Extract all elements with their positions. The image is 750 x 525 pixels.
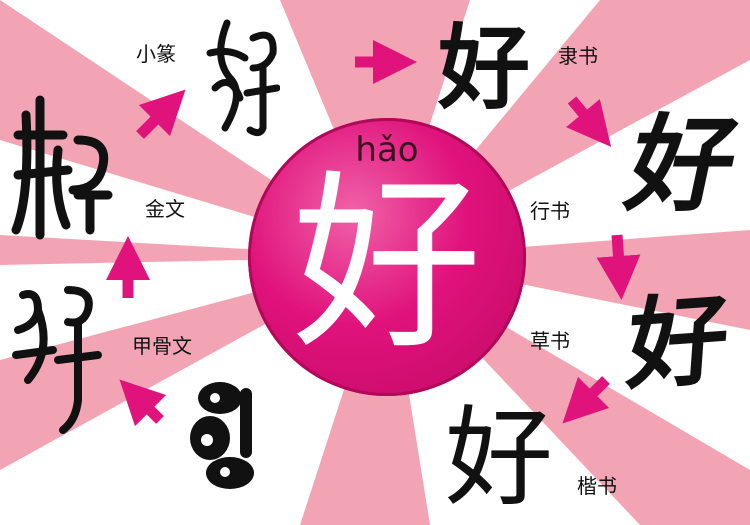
center-pinyin: hǎo — [355, 130, 419, 170]
label-jinwen: 金文 — [145, 197, 185, 221]
arrow-lishu-to-xingshu — [566, 96, 612, 147]
lishu-character: 好 — [438, 14, 531, 122]
caoshu-character: 好 — [623, 279, 733, 405]
label-jiaguwen: 甲骨文 — [132, 334, 192, 358]
label-caoshu: 草书 — [530, 329, 570, 353]
center-character: 好 — [291, 154, 482, 375]
arrow-xingshu-to-caoshu — [596, 234, 641, 300]
jinwen-glyph-art — [11, 95, 113, 240]
label-xiaozhuan: 小篆 — [136, 42, 176, 66]
arrow-jinwen-to-xiaozhuan — [136, 89, 186, 139]
kaishu-character: 好 — [445, 396, 554, 521]
xiaozhuan-glyph-art — [206, 19, 280, 137]
label-kaishu: 楷书 — [577, 474, 617, 498]
xingshu-character: 好 — [616, 102, 749, 226]
oracle-bone-glyph-art — [190, 382, 254, 489]
label-xingshu: 行书 — [530, 199, 570, 223]
arrow-caoshu-to-kaishu — [562, 376, 610, 424]
label-lishu: 隶书 — [558, 44, 598, 68]
center-circle: hǎo 好 — [248, 118, 526, 396]
arrow-jiagu-to-jinwen-a — [119, 379, 167, 427]
jiaguwen-glyph-art — [12, 286, 102, 434]
